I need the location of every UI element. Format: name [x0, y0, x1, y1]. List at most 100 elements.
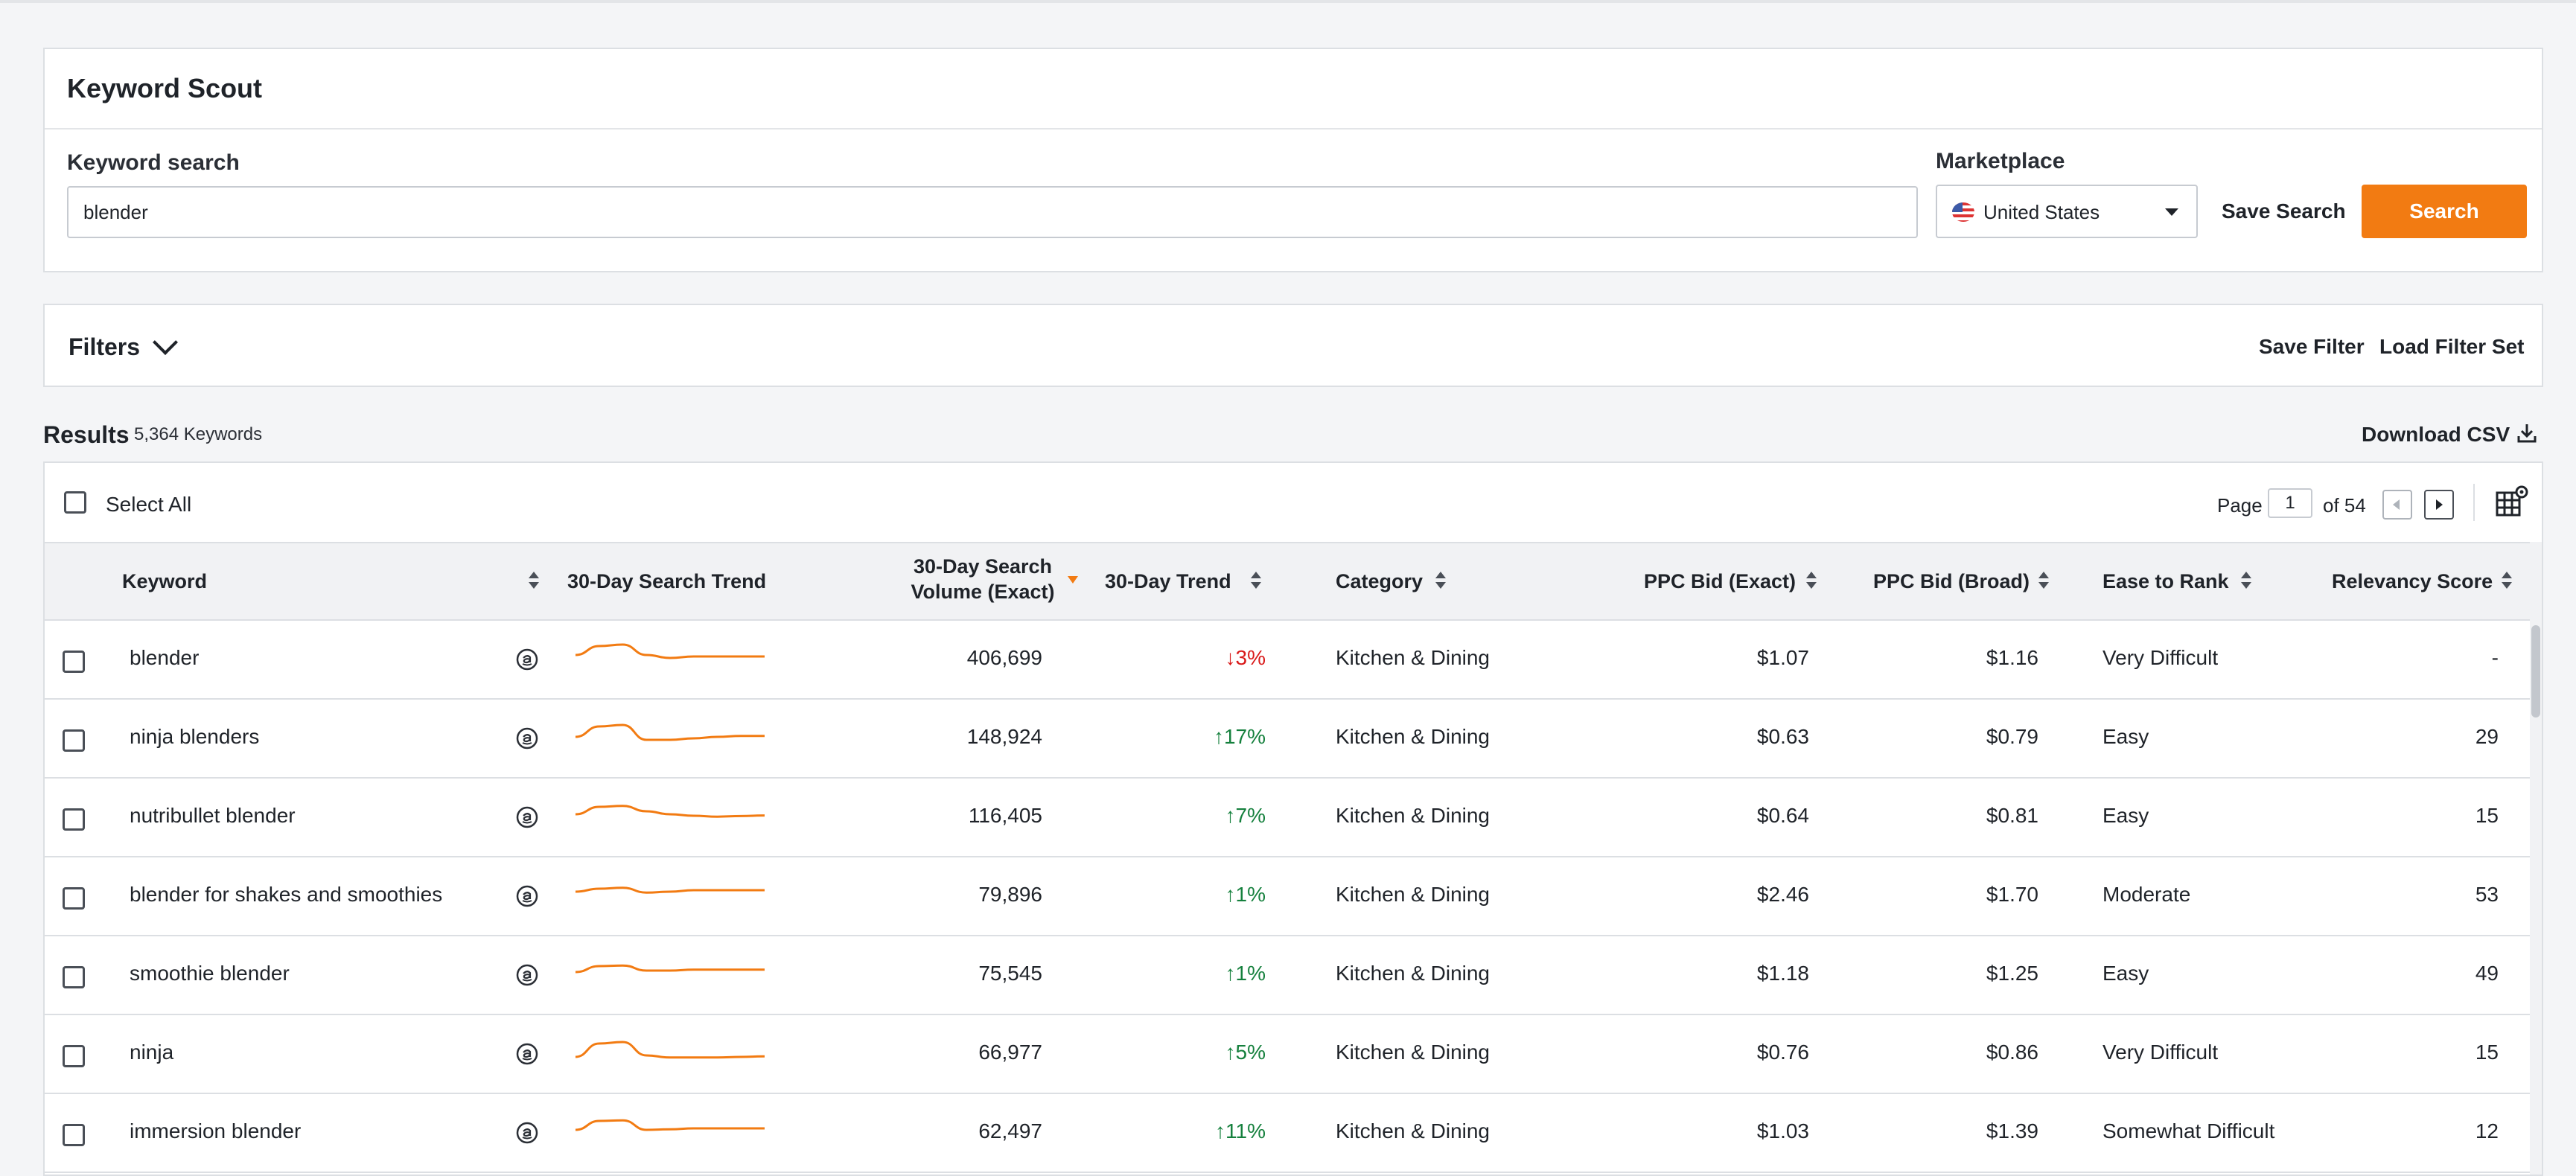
- filters-toggle[interactable]: Filters: [68, 333, 141, 360]
- ppc-exact-cell: $1.03: [1756, 1119, 1809, 1143]
- table-row[interactable]: immersion blender 62,497 ↑11% Kitchen & Din…: [45, 1094, 2542, 1173]
- table-row[interactable]: blender for shakes and smoothies 79,896 ↑1…: [45, 857, 2542, 936]
- save-search-button[interactable]: Save Search: [2222, 199, 2346, 223]
- ppc-exact-cell: $0.64: [1756, 804, 1809, 827]
- trend-value: 5%: [1235, 1041, 1266, 1064]
- row-checkbox[interactable]: [63, 887, 85, 910]
- trend-cell: ↑5%: [1225, 1041, 1266, 1064]
- category-cell: Kitchen & Dining: [1336, 646, 1491, 669]
- arrow-up-icon: ↑: [1225, 962, 1236, 985]
- table-row[interactable]: nutribullet blender 116,405 ↑7% Kitchen & D…: [45, 779, 2542, 857]
- ppc-broad-cell: $0.81: [1986, 804, 2038, 827]
- arrow-up-icon: ↑: [1213, 725, 1224, 748]
- sort-desc-icon[interactable]: [1068, 576, 1078, 584]
- ppc-broad-cell: $1.16: [1986, 646, 2038, 669]
- arrow-up-icon: ↑: [1225, 1041, 1236, 1064]
- table-row[interactable]: ninja blenders 148,924 ↑17% Kitchen & Dinin…: [45, 700, 2542, 779]
- ppc-exact-cell: $0.76: [1756, 1041, 1809, 1064]
- row-checkbox[interactable]: [63, 808, 85, 831]
- column-header-volume-line2[interactable]: Volume (Exact): [911, 581, 1055, 603]
- load-filter-set-button[interactable]: Load Filter Set: [2379, 335, 2525, 358]
- keyword-cell[interactable]: nutribullet blender: [130, 804, 296, 827]
- column-header-category[interactable]: Category: [1336, 570, 1424, 592]
- sort-icon[interactable]: [2241, 572, 2251, 589]
- ppc-broad-cell: $0.86: [1986, 1041, 2038, 1064]
- row-checkbox[interactable]: [63, 1124, 85, 1146]
- sort-icon[interactable]: [1806, 572, 1817, 589]
- amazon-icon[interactable]: [515, 805, 539, 829]
- amazon-icon[interactable]: [515, 726, 539, 750]
- column-header-keyword[interactable]: Keyword: [122, 570, 208, 592]
- trend-value: 7%: [1235, 804, 1266, 827]
- volume-cell: 116,405: [968, 804, 1042, 827]
- chevron-down-icon[interactable]: [153, 330, 178, 355]
- column-settings-icon[interactable]: [2494, 484, 2530, 520]
- next-page-button[interactable]: [2424, 490, 2454, 520]
- amazon-icon[interactable]: [515, 963, 539, 987]
- column-header-relevancy[interactable]: Relevancy Score: [2332, 570, 2493, 592]
- row-checkbox[interactable]: [63, 729, 85, 752]
- page-title: Keyword Scout: [67, 73, 263, 103]
- scrollbar[interactable]: [2530, 542, 2542, 1175]
- relevancy-cell: 49: [2475, 962, 2499, 985]
- us-flag-icon: [1952, 202, 1974, 222]
- keyword-cell[interactable]: immersion blender: [130, 1119, 302, 1143]
- row-checkbox[interactable]: [63, 1045, 85, 1067]
- column-header-ppc-exact[interactable]: PPC Bid (Exact): [1644, 570, 1796, 592]
- search-trend-sparkline: [575, 805, 765, 818]
- table-row[interactable]: ninja 66,977 ↑5% Kitchen & Dining $0.76 $0.86…: [45, 1015, 2542, 1094]
- sort-icon[interactable]: [529, 572, 539, 589]
- category-cell: Kitchen & Dining: [1336, 1119, 1491, 1143]
- relevancy-cell: -: [2491, 646, 2499, 669]
- marketplace-value: United States: [1983, 201, 2100, 223]
- column-header-trend[interactable]: 30-Day Trend: [1105, 570, 1231, 592]
- results-title: Results: [43, 421, 130, 448]
- ease-cell: Very Difficult: [2102, 646, 2219, 669]
- amazon-icon[interactable]: [515, 1121, 539, 1145]
- column-header-volume-line1[interactable]: 30-Day Search: [913, 555, 1053, 578]
- keyword-cell[interactable]: ninja blenders: [130, 725, 260, 748]
- relevancy-cell: 15: [2475, 804, 2499, 827]
- column-header-ppc-broad[interactable]: PPC Bid (Broad): [1873, 570, 2030, 592]
- keyword-cell[interactable]: blender: [130, 646, 200, 669]
- download-csv-button[interactable]: Download CSV: [2362, 423, 2510, 446]
- sort-icon[interactable]: [2502, 572, 2512, 589]
- triangle-right-icon: [2436, 499, 2443, 510]
- trend-cell: ↑11%: [1215, 1119, 1266, 1143]
- filters-panel: Filters Save Filter Load Filter Set: [43, 304, 2543, 387]
- amazon-icon[interactable]: [515, 884, 539, 908]
- trend-value: 3%: [1235, 646, 1266, 669]
- page-number-input[interactable]: 1: [2268, 488, 2312, 518]
- relevancy-cell: 15: [2475, 1041, 2499, 1064]
- ease-cell: Easy: [2102, 804, 2149, 827]
- search-button[interactable]: Search: [2362, 185, 2527, 238]
- select-all-checkbox[interactable]: [64, 491, 86, 514]
- scrollbar-thumb[interactable]: [2531, 625, 2540, 718]
- marketplace-select[interactable]: United States: [1936, 185, 2198, 238]
- table-header: Keyword 30-Day Search Trend 30-Day Searc…: [45, 542, 2542, 621]
- trend-value: 1%: [1235, 962, 1266, 985]
- sort-icon[interactable]: [2038, 572, 2049, 589]
- save-filter-button[interactable]: Save Filter: [2259, 335, 2365, 358]
- category-cell: Kitchen & Dining: [1336, 725, 1491, 748]
- keyword-cell[interactable]: ninja: [130, 1041, 174, 1064]
- ease-cell: Very Difficult: [2102, 1041, 2219, 1064]
- download-icon[interactable]: [2515, 421, 2539, 445]
- amazon-icon[interactable]: [515, 1042, 539, 1066]
- sort-icon[interactable]: [1435, 572, 1446, 589]
- table-row[interactable]: blender 406,699 ↓3% Kitchen & Dining $1.07 $1…: [45, 621, 2542, 700]
- keyword-cell[interactable]: blender for shakes and smoothies: [130, 883, 443, 906]
- row-checkbox[interactable]: [63, 966, 85, 988]
- arrow-up-icon: ↑: [1215, 1119, 1226, 1143]
- amazon-icon[interactable]: [515, 648, 539, 671]
- relevancy-cell: 29: [2475, 725, 2499, 748]
- keyword-search-input[interactable]: blender: [67, 186, 1918, 238]
- results-count: 5,364 Keywords: [134, 424, 263, 444]
- row-checkbox[interactable]: [63, 651, 85, 673]
- sort-icon[interactable]: [1251, 572, 1261, 589]
- column-header-ease[interactable]: Ease to Rank: [2102, 570, 2229, 592]
- prev-page-button[interactable]: [2382, 490, 2412, 520]
- arrow-up-icon: ↑: [1225, 883, 1236, 906]
- keyword-cell[interactable]: smoothie blender: [130, 962, 290, 985]
- table-row[interactable]: smoothie blender 75,545 ↑1% Kitchen & Dinin…: [45, 936, 2542, 1015]
